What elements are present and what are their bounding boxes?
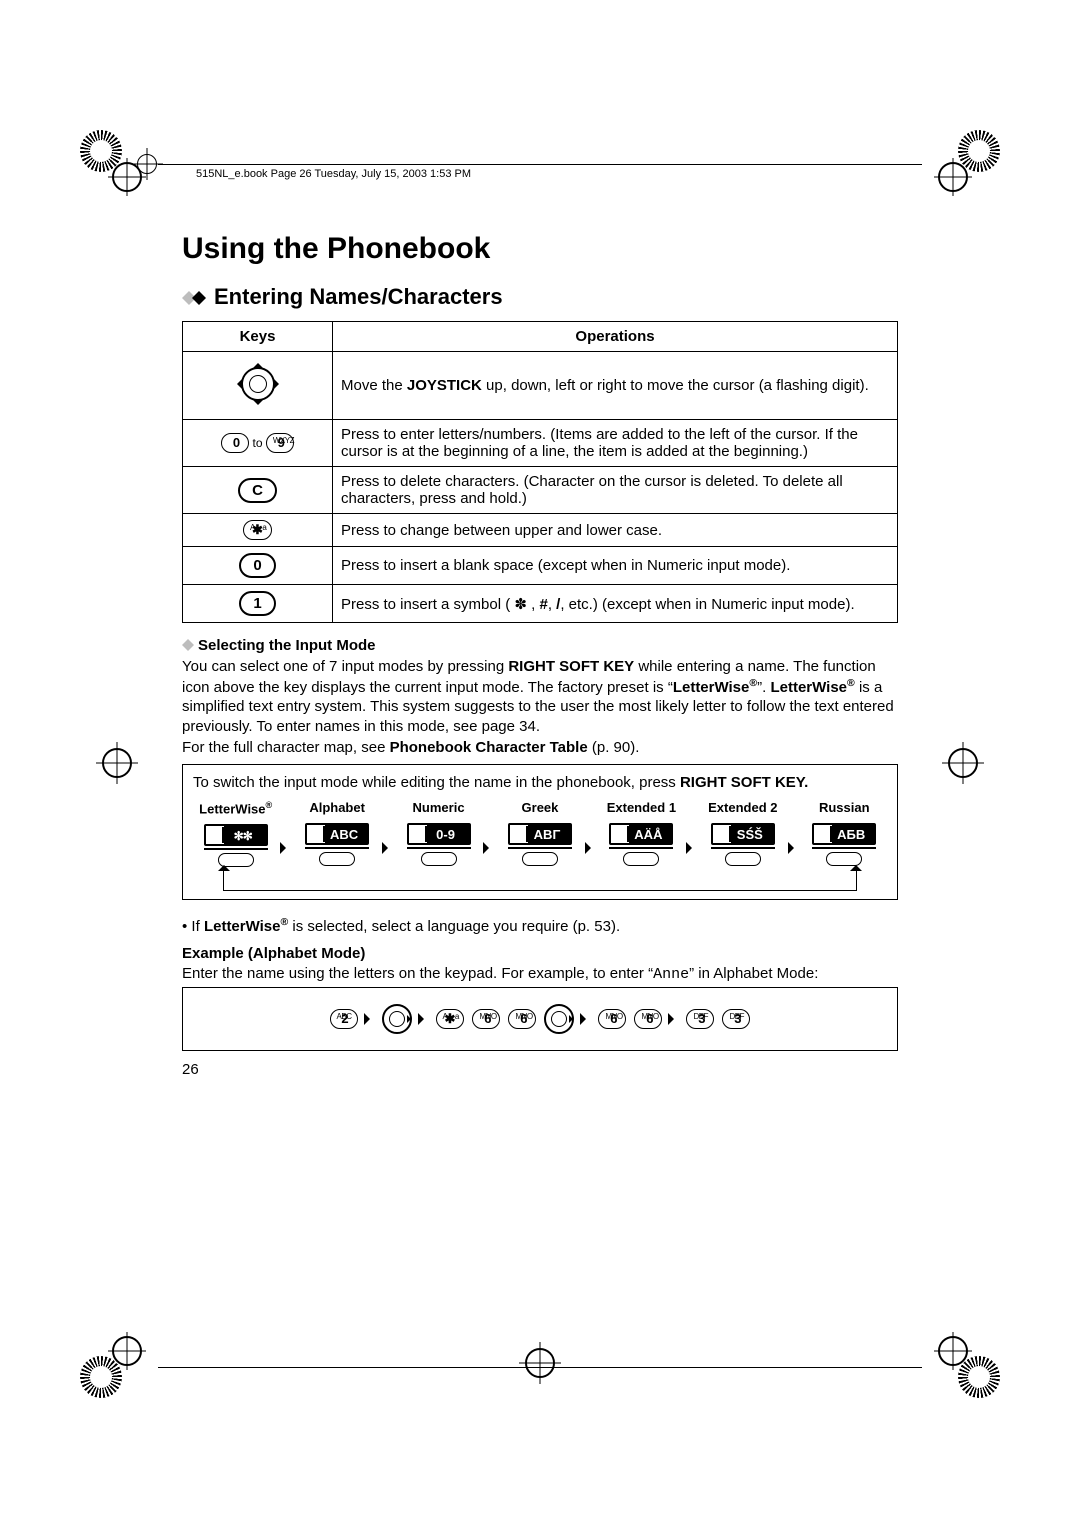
section-title: Entering Names/Characters: [182, 284, 898, 311]
key-mno6-icon: MNO6: [472, 1009, 500, 1029]
cycle-indicator: [223, 869, 857, 891]
mode-label: Numeric: [396, 800, 481, 817]
table-row: 0 to WXYZ9 Press to enter letters/number…: [183, 420, 898, 467]
table-row: 0 Press to insert a blank space (except …: [183, 547, 898, 585]
col-operations: Operations: [333, 322, 898, 352]
softkey-icon: [522, 852, 558, 866]
running-head: 515NL_e.book Page 26 Tuesday, July 15, 2…: [182, 168, 898, 184]
crop-mark: [938, 130, 1000, 192]
op-text: Press to insert a blank space (except wh…: [333, 547, 898, 585]
arrow-icon: [580, 1013, 592, 1025]
input-mode: Alphabet ABC: [294, 800, 379, 866]
operations-table: Keys Operations Move the JOYSTICK up, do…: [182, 321, 898, 623]
mode-switch-note: To switch the input mode while editing t…: [182, 764, 898, 901]
table-row: 1 Press to insert a symbol ( ✽ , #, /, e…: [183, 585, 898, 623]
crop-mark: [938, 1336, 1000, 1398]
op-text: Press to change between upper and lower …: [333, 514, 898, 547]
softkey-icon: [421, 852, 457, 866]
joystick-icon: [232, 358, 284, 410]
reg-mark: [135, 152, 159, 176]
arrow-icon: [382, 842, 394, 854]
mode-label: Extended 1: [599, 800, 684, 817]
input-mode: Extended 1 AÄÅ: [599, 800, 684, 866]
arrow-icon: [585, 842, 597, 854]
key-sequence-box: ABC2 A→a✱ MNO6 MNO6 MNO6 MNO6 DEF3 DEF3: [182, 987, 898, 1051]
key-def3-icon: DEF3: [686, 1009, 714, 1029]
diamond-icon: [182, 638, 194, 655]
diamond-icon: [182, 285, 208, 311]
mode-label: Greek: [497, 800, 582, 817]
key-9-icon: WXYZ9: [266, 433, 294, 453]
bullet-note: • If LetterWise® is selected, select a l…: [182, 916, 898, 935]
arrow-icon: [686, 842, 698, 854]
page-title: Using the Phonebook: [182, 232, 898, 266]
page-number: 26: [182, 1061, 898, 1078]
input-mode: Russian АБВ: [802, 800, 887, 866]
trim-line: [158, 164, 922, 165]
arrow-icon: [280, 842, 292, 854]
mode-label: Russian: [802, 800, 887, 817]
input-mode: LetterWise® ✻✻: [193, 800, 278, 867]
mode-label: Alphabet: [294, 800, 379, 817]
mode-screen-icon: ✻✻: [204, 824, 268, 846]
key-mno6-icon: MNO6: [508, 1009, 536, 1029]
table-row: C Press to delete characters. (Character…: [183, 467, 898, 514]
joystick-right-icon: [544, 1004, 574, 1034]
input-mode: Numeric 0-9: [396, 800, 481, 866]
key-mno6-icon: MNO6: [598, 1009, 626, 1029]
key-def3-icon: DEF3: [722, 1009, 750, 1029]
mode-screen-icon: 0-9: [407, 823, 471, 845]
key-star-icon: A→a✱: [436, 1009, 465, 1029]
joystick-right-icon: [382, 1004, 412, 1034]
arrow-icon: [364, 1013, 376, 1025]
col-keys: Keys: [183, 322, 333, 352]
key-0-icon: 0: [221, 433, 249, 453]
mode-label: Extended 2: [700, 800, 785, 817]
mode-screen-icon: ΑΒΓ: [508, 823, 572, 845]
mode-screen-icon: ABC: [305, 823, 369, 845]
table-row: A→a✱ Press to change between upper and l…: [183, 514, 898, 547]
arrow-icon: [418, 1013, 430, 1025]
to-text: to: [253, 436, 266, 450]
crop-mark: [80, 1336, 142, 1398]
op-text: Press to insert a symbol ( ✽ , #, /, etc…: [333, 585, 898, 623]
body-text: For the full character map, see Phoneboo…: [182, 738, 898, 758]
arrow-icon: [788, 842, 800, 854]
crop-mark: [80, 130, 142, 192]
input-mode: Extended 2 SŚŠ: [700, 800, 785, 866]
key-0-icon: 0: [239, 553, 275, 578]
softkey-icon: [319, 852, 355, 866]
op-text: Press to delete characters. (Character o…: [333, 467, 898, 514]
reg-mark: [946, 746, 980, 780]
softkey-icon: [623, 852, 659, 866]
subsection-title: Selecting the Input Mode: [182, 637, 898, 655]
input-mode: Greek ΑΒΓ: [497, 800, 582, 866]
body-text: You can select one of 7 input modes by p…: [182, 657, 898, 736]
reg-mark: [523, 1346, 557, 1380]
op-text: Press to enter letters/numbers. (Items a…: [333, 420, 898, 467]
arrow-icon: [483, 842, 495, 854]
mode-screen-icon: AÄÅ: [609, 823, 673, 845]
mode-label: LetterWise®: [193, 800, 278, 818]
table-row: Move the JOYSTICK up, down, left or righ…: [183, 352, 898, 420]
op-text: Move the JOYSTICK up, down, left or righ…: [333, 352, 898, 420]
key-1-icon: 1: [239, 591, 275, 616]
reg-mark: [100, 746, 134, 780]
key-c-icon: C: [238, 478, 277, 503]
trim-line: [158, 1367, 922, 1368]
example-title: Example (Alphabet Mode): [182, 945, 898, 962]
arrow-icon: [668, 1013, 680, 1025]
key-mno6-icon: MNO6: [634, 1009, 662, 1029]
body-text: Enter the name using the letters on the …: [182, 964, 898, 985]
mode-screen-icon: SŚŠ: [711, 823, 775, 845]
mode-screen-icon: АБВ: [812, 823, 876, 845]
softkey-icon: [725, 852, 761, 866]
key-star-icon: A→a✱: [243, 520, 272, 540]
key-abc2-icon: ABC2: [330, 1009, 358, 1029]
